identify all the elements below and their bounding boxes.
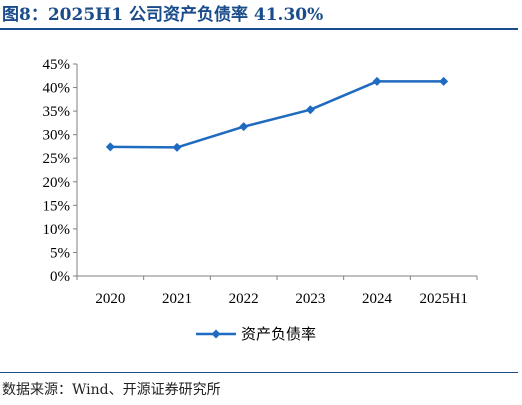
chart-legend: 资产负债率 <box>196 326 316 343</box>
series-line <box>110 80 444 149</box>
y-tick-label: 40% <box>43 81 71 97</box>
data-point-marker <box>239 122 249 132</box>
chart-ticks: 0% 5% 10% 15% 20% 25% 30% 35% 40% 45% 2020 2021 2022… <box>43 57 478 307</box>
chart-marks <box>105 76 449 152</box>
y-tick-label: 45% <box>43 57 71 73</box>
legend-marker <box>211 329 221 339</box>
data-point-marker <box>305 105 315 115</box>
data-point-marker <box>372 76 382 86</box>
legend-label: 资产负债率 <box>241 326 316 343</box>
y-tick-label: 20% <box>43 175 71 191</box>
y-tick-label: 15% <box>43 198 71 214</box>
x-tick-label: 2020 <box>95 291 125 307</box>
x-tick-label: 2021 <box>162 291 192 307</box>
x-tick-label: 2024 <box>362 291 393 307</box>
y-tick-label: 10% <box>43 222 71 238</box>
y-tick-label: 5% <box>50 245 70 261</box>
y-tick-label: 25% <box>43 151 71 167</box>
data-point-marker <box>105 142 115 152</box>
y-tick-label: 0% <box>50 269 70 285</box>
y-tick-label: 30% <box>43 128 71 144</box>
data-point-marker <box>439 76 449 86</box>
x-tick-label: 2025H1 <box>419 291 467 307</box>
x-tick-label: 2022 <box>229 291 259 307</box>
y-tick-label: 35% <box>43 104 71 120</box>
title-divider <box>0 28 518 30</box>
chart-axes <box>76 64 477 277</box>
data-source-note: 数据来源：Wind、开源证券研究所 <box>2 382 221 398</box>
x-tick-label: 2023 <box>295 291 325 307</box>
figure-title: 图8：2025H1 公司资产负债率 41.30% <box>2 5 324 25</box>
data-point-marker <box>172 142 182 152</box>
line-chart: 0% 5% 10% 15% 20% 25% 30% 35% 40% 45% 2020 2021 2022… <box>43 57 478 343</box>
footer-divider <box>0 372 518 373</box>
